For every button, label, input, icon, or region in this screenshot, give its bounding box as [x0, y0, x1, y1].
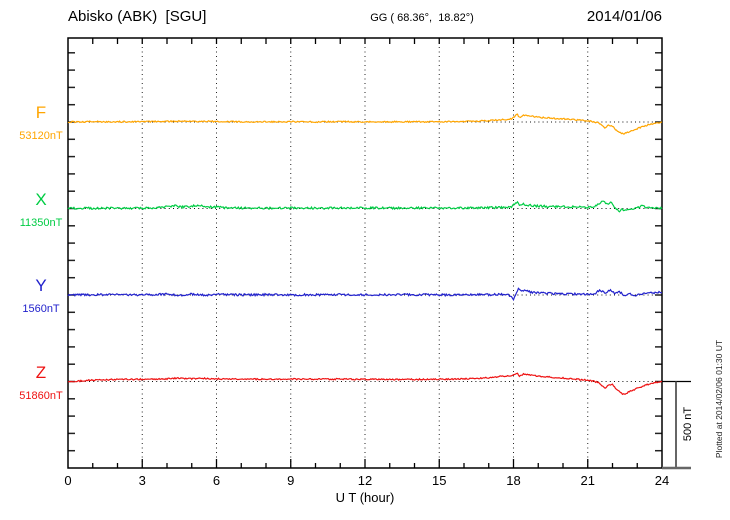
component-value-Z: 51860nT — [19, 389, 63, 402]
plotted-at-note: Plotted at 2014/02/06 01:30 UT — [714, 339, 724, 459]
x-axis-tick-label: 18 — [506, 473, 521, 488]
component-value-F: 53120nT — [19, 130, 63, 142]
component-letter-X: X — [35, 189, 47, 209]
geographic-coordinates: GG ( 68.36°, 18.82°) — [370, 12, 474, 24]
plot-frame — [67, 37, 663, 469]
component-letter-F: F — [35, 103, 47, 122]
component-letter-Y: Y — [35, 276, 47, 295]
component-letter-Z: Z — [35, 362, 47, 382]
x-axis-tick-label: 9 — [287, 473, 295, 488]
trace-Z — [67, 372, 663, 396]
trace-Y — [67, 287, 663, 302]
component-value-X: 11350nT — [19, 216, 63, 229]
x-axis-tick-label: 21 — [580, 473, 595, 488]
plot-date: 2014/01/06 — [586, 8, 662, 25]
trace-F — [67, 113, 663, 135]
x-axis-title: U T (hour) — [335, 490, 395, 505]
x-axis-tick-label: 15 — [432, 473, 447, 488]
component-value-Y: 1560nT — [22, 303, 60, 315]
trace-X — [67, 200, 663, 213]
scale-bar-label: 500 nT — [682, 406, 694, 442]
x-axis-tick-label: 12 — [357, 473, 373, 488]
x-axis-tick-label: 24 — [654, 473, 670, 488]
station-title: Abisko (ABK) [SGU] — [68, 8, 207, 25]
x-axis-tick-label: 0 — [64, 473, 72, 488]
x-axis-tick-label: 6 — [212, 473, 221, 488]
x-axis-tick-label: 3 — [138, 473, 146, 488]
